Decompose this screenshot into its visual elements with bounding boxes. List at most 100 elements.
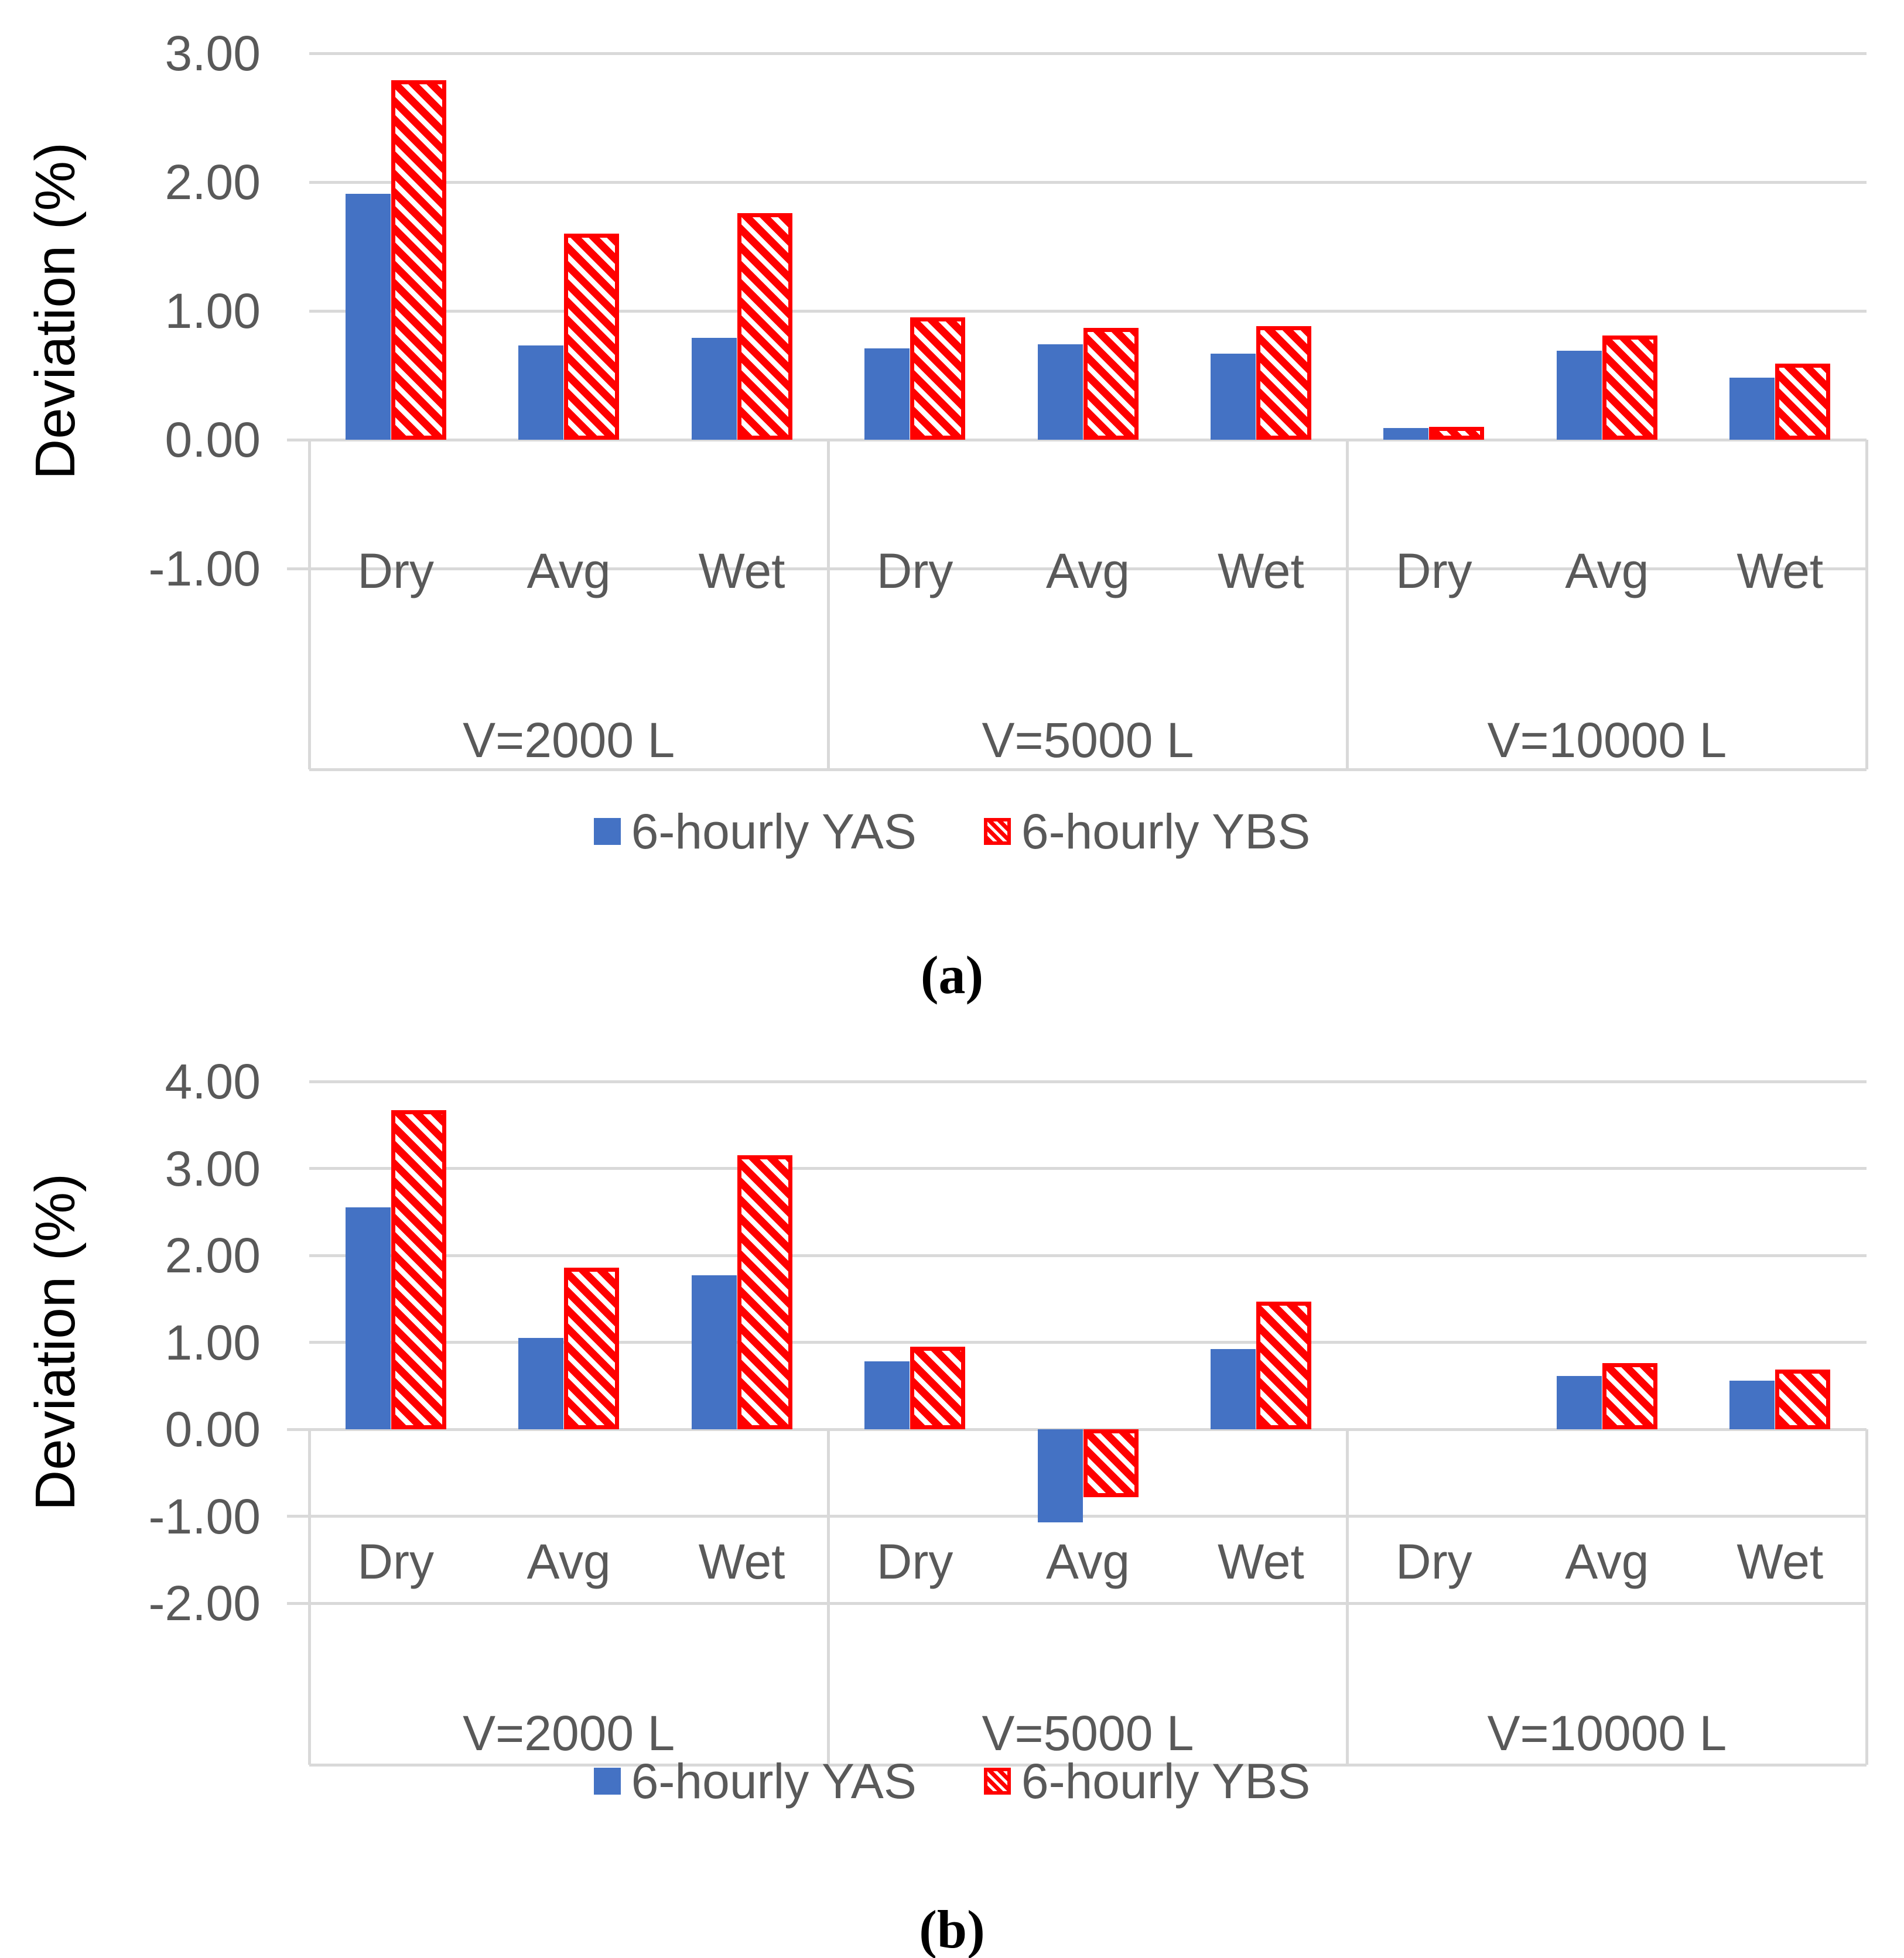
- category-label-Wet: Wet: [1218, 1534, 1304, 1589]
- y-tick-label: 3.00: [165, 26, 261, 81]
- legend-item-yas: 6-hourly YAS: [593, 803, 917, 860]
- chart-panel-b: Deviation (%) 4.00 3.00 2.00 1.00 0.00 -1.00-…: [0, 1013, 1904, 1958]
- bar-yas-V=2000 L-Dry: [345, 193, 391, 440]
- group-separator: [826, 1429, 830, 1765]
- label-band-bottom-border: [309, 768, 1867, 771]
- category-label-Avg: Avg: [527, 543, 611, 598]
- bar-ybs-V=10000 L-Wet: [1775, 364, 1831, 440]
- group-separator: [1346, 1429, 1349, 1765]
- legend-swatch-yas-icon: [593, 818, 621, 845]
- gridline-1.00: [309, 309, 1867, 313]
- category-label-Dry: Dry: [1396, 1534, 1472, 1589]
- bar-ybs-V=5000 L-Avg: [1083, 1429, 1139, 1497]
- y-tick-label: 1.00: [165, 1315, 261, 1370]
- bar-ybs-V=10000 L-Avg: [1602, 1363, 1657, 1429]
- legend-a: 6-hourly YAS 6-hourly YBS: [0, 799, 1904, 864]
- gridline-1.00: [309, 1341, 1867, 1344]
- bar-ybs-V=2000 L-Avg: [564, 234, 620, 440]
- bar-yas-V=2000 L-Wet: [691, 1275, 737, 1429]
- bar-ybs-V=2000 L-Avg: [564, 1267, 620, 1429]
- group-label-V=5000 L: V=5000 L: [982, 1706, 1194, 1761]
- y-tick-label: 0.00: [165, 1402, 261, 1457]
- label-band-bottom-border: [309, 1763, 1867, 1767]
- axis-tick--2.00: [287, 1601, 309, 1605]
- bar-ybs-V=10000 L-Wet: [1775, 1369, 1831, 1429]
- axis-tick-0.00: [287, 438, 309, 441]
- legend-b: 6-hourly YAS 6-hourly YBS: [0, 1749, 1904, 1813]
- bar-yas-V=10000 L-Wet: [1729, 1380, 1775, 1429]
- caption-a: (a): [920, 945, 984, 1005]
- category-label-Dry: Dry: [876, 1534, 953, 1589]
- bar-ybs-V=2000 L-Wet: [737, 1155, 792, 1429]
- legend-label-yas: 6-hourly YAS: [631, 1753, 917, 1809]
- legend-label-ybs: 6-hourly YBS: [1021, 803, 1311, 859]
- legend-swatch-ybs-icon: [983, 1768, 1011, 1795]
- bar-yas-V=10000 L-Wet: [1729, 378, 1775, 440]
- legend-swatch-yas-icon: [593, 1768, 621, 1795]
- bar-yas-V=5000 L-Avg: [1037, 344, 1083, 440]
- group-separator: [1346, 440, 1349, 769]
- y-tick-label: 2.00: [165, 1228, 261, 1283]
- gridline-0.00: [309, 438, 1867, 441]
- legend-item-ybs: 6-hourly YBS: [983, 803, 1311, 860]
- gridline-2.00: [309, 180, 1867, 184]
- category-label-Wet: Wet: [1218, 543, 1304, 598]
- bar-yas-V=2000 L-Wet: [691, 338, 737, 440]
- category-label-Wet: Wet: [1736, 543, 1824, 598]
- category-label-Wet: Wet: [698, 1534, 785, 1589]
- y-tick-label: 2.00: [165, 155, 261, 210]
- caption-b: (b): [919, 1899, 985, 1958]
- bar-yas-V=10000 L-Avg: [1556, 351, 1602, 440]
- group-label-V=2000 L: V=2000 L: [463, 713, 675, 768]
- legend-swatch-ybs-icon: [983, 818, 1011, 845]
- label-band-border: [307, 1429, 311, 1765]
- bar-ybs-V=5000 L-Wet: [1256, 1301, 1311, 1429]
- group-label-V=10000 L: V=10000 L: [1487, 713, 1727, 768]
- gridline--1.00: [309, 1515, 1867, 1518]
- y-tick-label: -2.00: [148, 1576, 261, 1631]
- bar-ybs-V=5000 L-Dry: [910, 1346, 966, 1429]
- group-separator: [826, 440, 830, 769]
- y-tick-label: 3.00: [165, 1141, 261, 1196]
- legend-label-yas: 6-hourly YAS: [631, 803, 917, 859]
- label-band-border: [1865, 1429, 1868, 1765]
- gridline--1.00: [309, 567, 1867, 570]
- bar-ybs-V=2000 L-Wet: [737, 213, 792, 440]
- y-tick-label: 0.00: [165, 412, 261, 467]
- group-label-V=10000 L: V=10000 L: [1487, 1706, 1727, 1761]
- category-label-Dry: Dry: [357, 543, 435, 598]
- category-label-Avg: Avg: [527, 1534, 611, 1589]
- group-label-V=2000 L: V=2000 L: [463, 1706, 675, 1761]
- legend-item-ybs: 6-hourly YBS: [983, 1753, 1310, 1810]
- axis-tick--1.00: [287, 567, 309, 570]
- bar-ybs-V=5000 L-Wet: [1256, 326, 1311, 440]
- bar-ybs-V=2000 L-Dry: [391, 80, 446, 440]
- category-label-Avg: Avg: [1565, 543, 1649, 598]
- gridline--2.00: [309, 1601, 1867, 1605]
- bar-yas-V=5000 L-Wet: [1210, 1349, 1256, 1429]
- bar-yas-V=2000 L-Avg: [518, 1338, 564, 1429]
- y-tick-label: -1.00: [148, 1488, 261, 1544]
- axis-tick--1.00: [287, 1515, 309, 1518]
- bar-yas-V=10000 L-Dry: [1383, 428, 1429, 440]
- bar-yas-V=5000 L-Dry: [864, 348, 910, 440]
- bar-ybs-V=5000 L-Avg: [1083, 327, 1139, 440]
- y-tick-label: 4.00: [165, 1054, 261, 1109]
- bar-yas-V=5000 L-Avg: [1037, 1429, 1083, 1522]
- legend-item-yas: 6-hourly YAS: [593, 1753, 917, 1810]
- category-label-Wet: Wet: [698, 543, 785, 598]
- bar-yas-V=5000 L-Dry: [864, 1361, 910, 1429]
- y-tick-label: -1.00: [148, 541, 261, 596]
- bar-ybs-V=10000 L-Avg: [1602, 335, 1657, 440]
- category-label-Dry: Dry: [1396, 543, 1472, 598]
- category-label-Avg: Avg: [1045, 543, 1130, 598]
- bar-yas-V=2000 L-Avg: [518, 345, 564, 440]
- category-label-Avg: Avg: [1045, 1534, 1130, 1589]
- gridline-2.00: [309, 1254, 1867, 1257]
- bar-yas-V=10000 L-Avg: [1556, 1376, 1602, 1429]
- bar-yas-V=2000 L-Dry: [345, 1207, 391, 1429]
- category-label-Wet: Wet: [1736, 1534, 1824, 1589]
- label-band-border: [1865, 440, 1868, 769]
- chart-panel-a: Deviation (%) 3.00 2.00 1.00 0.00 -1.00 Dry Av…: [0, 26, 1904, 1005]
